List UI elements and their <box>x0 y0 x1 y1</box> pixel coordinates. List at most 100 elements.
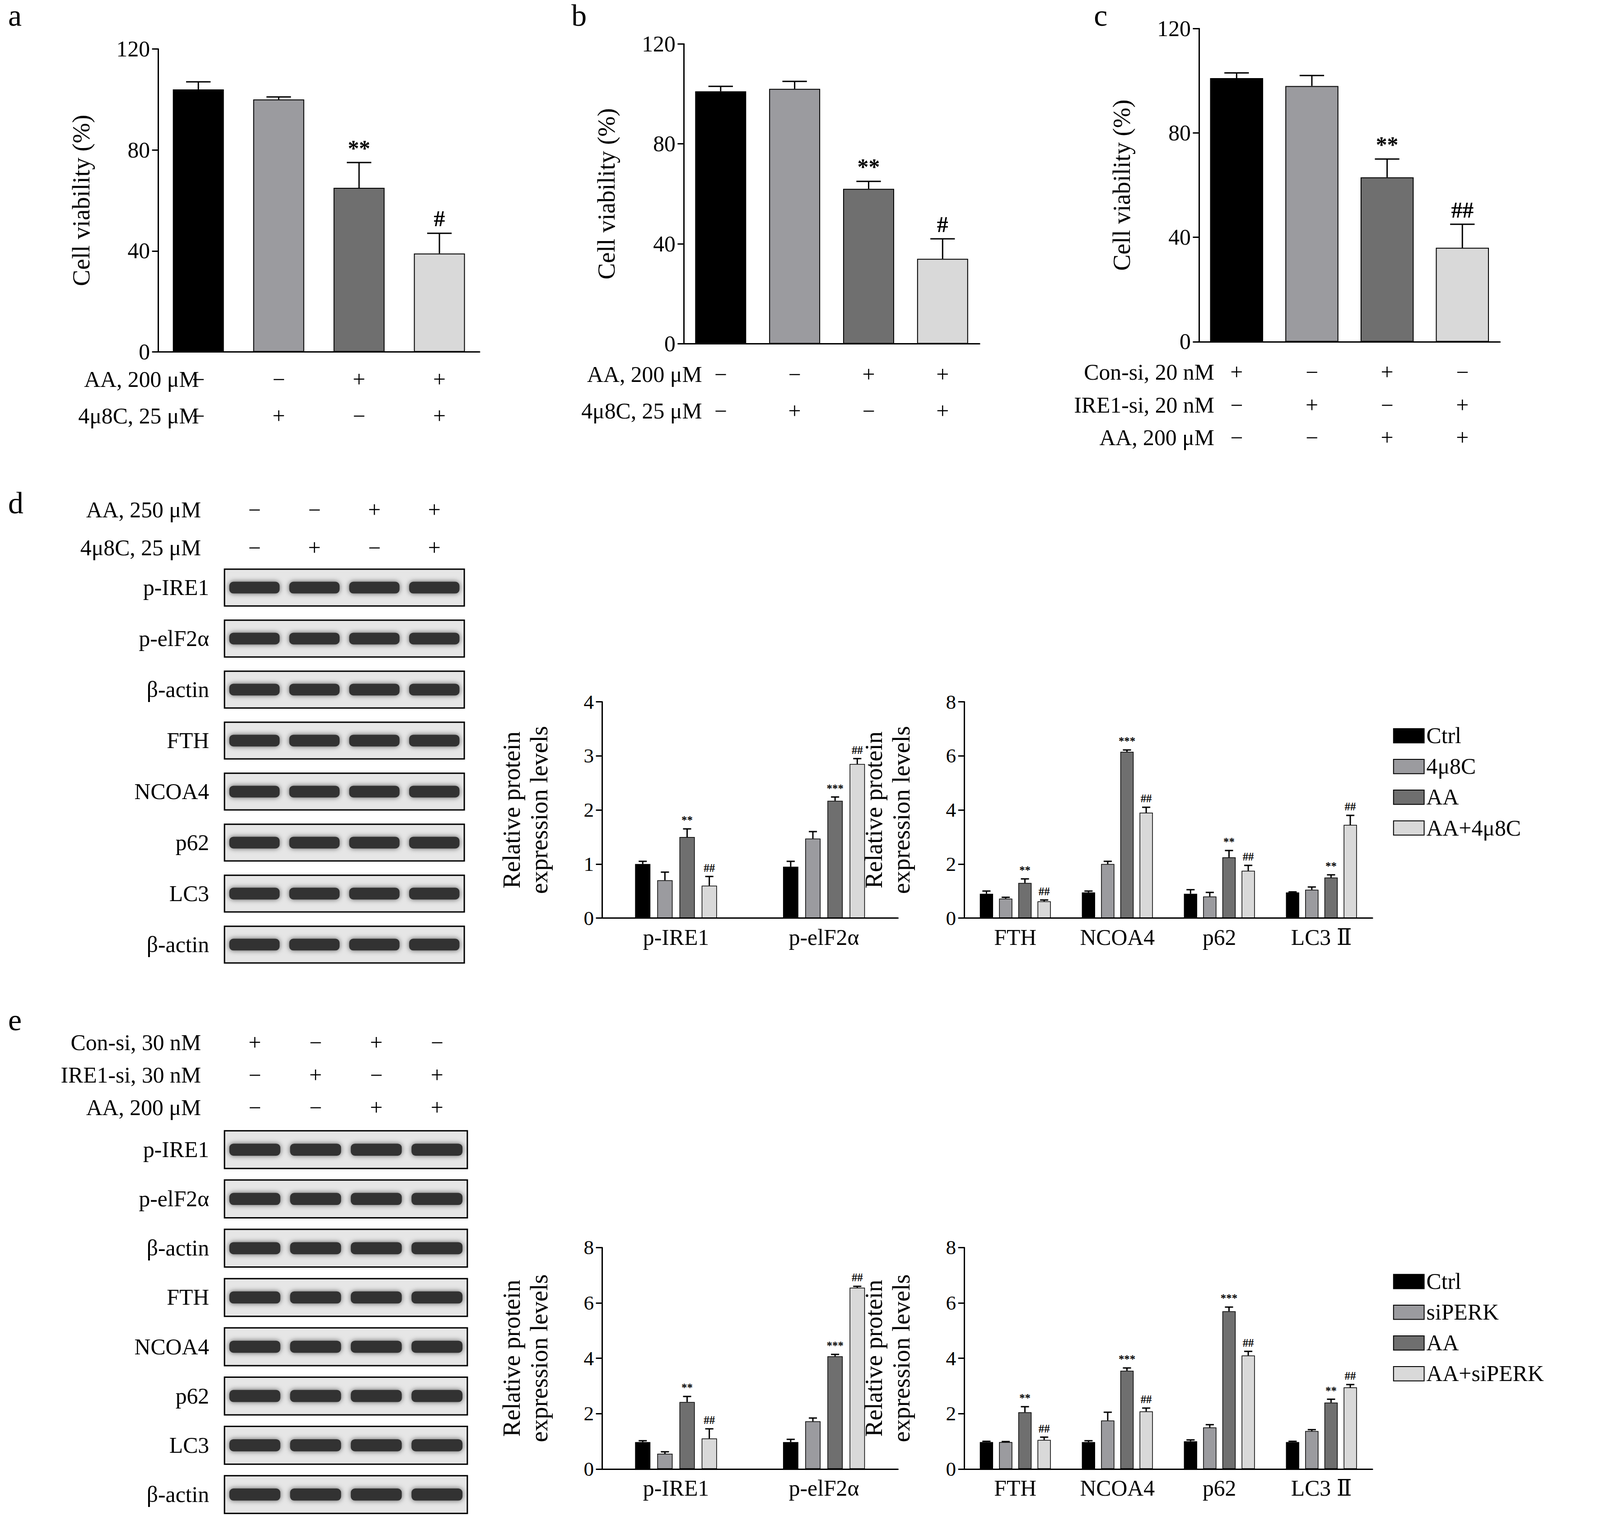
svg-text:0: 0 <box>1179 329 1191 355</box>
svg-text:6: 6 <box>946 1292 957 1315</box>
svg-text:p62: p62 <box>175 830 210 856</box>
svg-text:NCOA4: NCOA4 <box>134 779 210 805</box>
svg-text:FTH: FTH <box>993 1476 1037 1502</box>
svg-text:−: − <box>272 367 285 392</box>
svg-text:4μ8C, 25 μM: 4μ8C, 25 μM <box>581 398 702 424</box>
svg-text:expression levels: expression levels <box>525 726 553 895</box>
svg-text:p62: p62 <box>175 1384 210 1409</box>
svg-text:+: + <box>433 367 446 392</box>
svg-text:4μ8C, 25 μM: 4μ8C, 25 μM <box>78 403 199 429</box>
svg-text:**: ** <box>347 135 371 161</box>
svg-text:40: 40 <box>127 238 150 264</box>
svg-text:##: ## <box>703 1414 715 1427</box>
svg-text:40: 40 <box>1168 224 1191 250</box>
svg-text:**: ** <box>857 154 881 180</box>
svg-text:80: 80 <box>653 131 676 157</box>
svg-text:##: ## <box>851 744 863 757</box>
svg-text:+: + <box>1380 425 1394 451</box>
svg-text:+: + <box>368 497 381 523</box>
svg-text:−: − <box>369 1063 383 1088</box>
svg-text:+: + <box>272 403 285 429</box>
svg-text:6: 6 <box>583 1292 594 1315</box>
svg-text:0: 0 <box>946 907 957 930</box>
svg-text:−: − <box>1380 392 1394 418</box>
svg-text:−: − <box>430 1030 444 1056</box>
svg-text:0: 0 <box>946 1458 957 1481</box>
svg-text:p-elF2α: p-elF2α <box>788 1476 860 1502</box>
svg-text:expression levels: expression levels <box>887 726 915 895</box>
svg-text:−: − <box>862 398 875 424</box>
svg-text:IRE1-si, 30 nM: IRE1-si, 30 nM <box>60 1063 201 1088</box>
svg-text:+: + <box>369 1095 383 1121</box>
svg-text:**: ** <box>1376 132 1399 158</box>
svg-text:FTH: FTH <box>166 728 210 754</box>
svg-text:+: + <box>248 1030 262 1056</box>
svg-text:−: − <box>191 403 205 429</box>
svg-text:+: + <box>430 1063 444 1088</box>
svg-text:+: + <box>309 1063 322 1088</box>
svg-text:p-IRE1: p-IRE1 <box>643 1476 710 1502</box>
svg-text:NCOA4: NCOA4 <box>1079 925 1155 951</box>
svg-text:4: 4 <box>946 798 957 822</box>
svg-text:##: ## <box>1242 850 1255 863</box>
svg-text:β-actin: β-actin <box>146 1236 210 1261</box>
svg-text:0: 0 <box>583 1458 594 1481</box>
svg-text:−: − <box>247 535 261 561</box>
svg-text:+: + <box>1455 425 1469 451</box>
svg-text:Relative protein: Relative protein <box>498 1280 526 1438</box>
svg-text:expression levels: expression levels <box>525 1274 553 1443</box>
svg-text:**: ** <box>681 814 693 827</box>
svg-text:−: − <box>788 362 802 388</box>
svg-text:80: 80 <box>127 137 150 163</box>
svg-text:AA, 200 μM: AA, 200 μM <box>86 1095 201 1121</box>
svg-text:+: + <box>936 398 949 424</box>
svg-text:8: 8 <box>946 1236 957 1260</box>
svg-text:+: + <box>1380 359 1394 385</box>
svg-text:−: − <box>247 497 261 523</box>
svg-text:−: − <box>368 535 381 561</box>
svg-text:##: ## <box>1140 792 1153 805</box>
svg-text:p-IRE1: p-IRE1 <box>143 575 210 601</box>
svg-text:NCOA4: NCOA4 <box>134 1334 210 1360</box>
svg-text:+: + <box>352 367 366 392</box>
svg-text:−: − <box>191 367 205 392</box>
svg-text:##: ## <box>1242 1337 1255 1350</box>
svg-text:Con-si, 20 nM: Con-si, 20 nM <box>1083 359 1215 385</box>
svg-text:##: ## <box>1038 885 1050 898</box>
svg-text:a: a <box>8 0 22 33</box>
svg-text:**: ** <box>1325 860 1337 873</box>
svg-text:+: + <box>862 362 875 388</box>
svg-text:2: 2 <box>583 798 594 822</box>
svg-text:+: + <box>788 398 802 424</box>
svg-text:FTH: FTH <box>166 1285 210 1311</box>
svg-text:NCOA4: NCOA4 <box>1079 1476 1155 1502</box>
svg-text:4μ8C, 25 μM: 4μ8C, 25 μM <box>80 535 201 561</box>
svg-text:p-elF2α: p-elF2α <box>788 925 860 951</box>
svg-text:−: − <box>1230 392 1243 418</box>
svg-text:AA+4μ8C: AA+4μ8C <box>1426 816 1521 841</box>
svg-text:β-actin: β-actin <box>146 1482 210 1508</box>
svg-text:p-IRE1: p-IRE1 <box>643 925 710 951</box>
svg-text:+: + <box>433 403 446 429</box>
svg-text:−: − <box>1305 425 1319 451</box>
svg-text:+: + <box>1230 359 1243 385</box>
svg-text:+: + <box>428 497 441 523</box>
svg-text:Cell viability (%): Cell viability (%) <box>67 114 95 286</box>
svg-text:d: d <box>8 486 24 521</box>
svg-text:−: − <box>309 1030 322 1056</box>
svg-text:−: − <box>1455 359 1469 385</box>
svg-text:−: − <box>248 1095 262 1121</box>
svg-text:4μ8C: 4μ8C <box>1426 754 1477 780</box>
svg-text:AA+siPERK: AA+siPERK <box>1426 1361 1545 1387</box>
svg-text:p-IRE1: p-IRE1 <box>143 1137 210 1163</box>
svg-text:−: − <box>307 497 321 523</box>
svg-text:+: + <box>428 535 441 561</box>
svg-text:120: 120 <box>641 31 676 57</box>
svg-text:##: ## <box>851 1271 863 1284</box>
svg-text:2: 2 <box>946 1402 957 1426</box>
svg-text:LC3: LC3 <box>169 1433 210 1459</box>
svg-text:−: − <box>1305 359 1319 385</box>
svg-text:120: 120 <box>1156 16 1191 42</box>
svg-text:−: − <box>309 1095 322 1121</box>
svg-text:AA, 250 μM: AA, 250 μM <box>86 497 201 523</box>
